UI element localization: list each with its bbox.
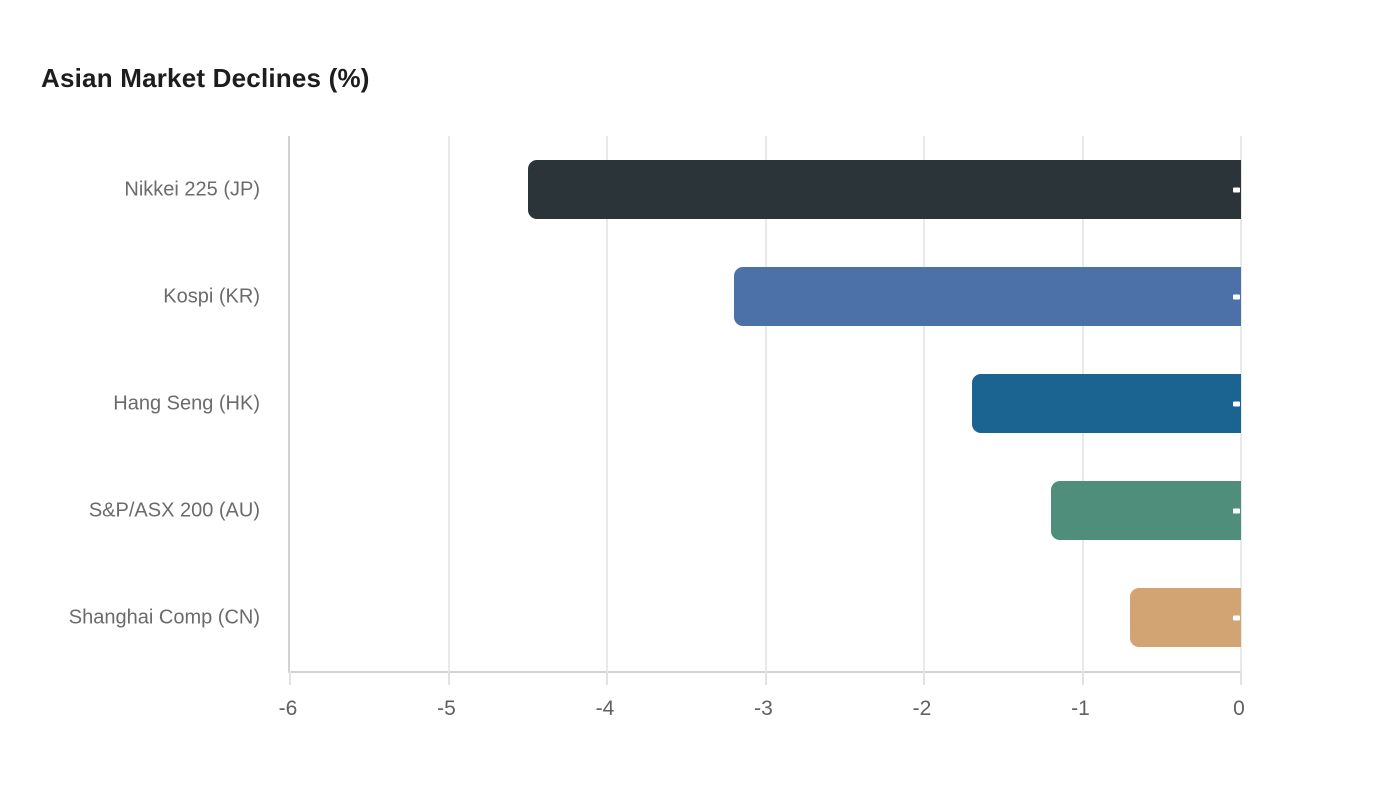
- bar-kospi-kr[interactable]: [733, 267, 1241, 326]
- y-category-label: Shanghai Comp (CN): [68, 606, 260, 628]
- axis-tick: [606, 671, 608, 685]
- bar-value-label-clipped: [1233, 615, 1240, 620]
- axis-tick: [1081, 671, 1084, 685]
- gridline: [764, 136, 767, 671]
- bar-shanghai-comp-cn[interactable]: [1130, 588, 1241, 647]
- x-tick-label: -6: [278, 697, 298, 720]
- bar-value-label-clipped: [1233, 187, 1240, 192]
- bar-value-label-clipped: [1233, 294, 1240, 299]
- gridline: [606, 136, 608, 671]
- y-category-label: S&P/ASX 200 (AU): [88, 499, 260, 521]
- gridline: [1240, 136, 1242, 671]
- x-tick-label: -4: [595, 697, 615, 720]
- bar-s-p-asx-200-au[interactable]: [1050, 481, 1241, 540]
- axis-tick: [764, 671, 767, 685]
- bar-nikkei-225-jp[interactable]: [527, 160, 1241, 219]
- x-tick-label: -5: [437, 697, 456, 720]
- axis-tick: [923, 671, 925, 685]
- x-tick-label: -1: [1071, 697, 1090, 720]
- x-tick-label: 0: [1233, 697, 1245, 720]
- axis-tick: [289, 671, 291, 685]
- y-category-label: Hang Seng (HK): [113, 392, 260, 414]
- bar-value-label-clipped: [1233, 508, 1240, 513]
- bar-value-label-clipped: [1233, 401, 1240, 406]
- y-category-label: Nikkei 225 (JP): [124, 178, 260, 200]
- plot-area: [288, 136, 1242, 685]
- axis-tick: [447, 671, 450, 685]
- bar-hang-seng-hk[interactable]: [971, 374, 1241, 433]
- y-category-label: Kospi (KR): [163, 285, 260, 307]
- x-tick-label: -3: [754, 697, 773, 720]
- gridline: [923, 136, 925, 671]
- chart-title: Asian Market Declines (%): [41, 63, 370, 93]
- gridline: [447, 136, 450, 671]
- axis-tick: [1240, 671, 1242, 685]
- x-tick-label: -2: [912, 697, 932, 720]
